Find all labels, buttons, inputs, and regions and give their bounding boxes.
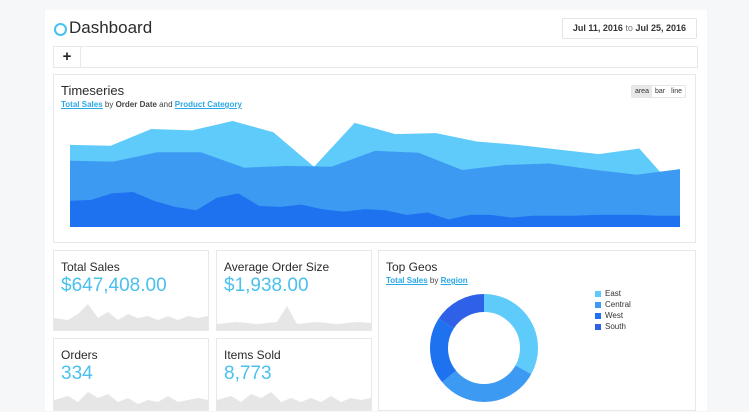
measure-link[interactable]: Total Sales xyxy=(61,100,103,109)
timeseries-subtitle: Total Sales by Order Date and Product Ca… xyxy=(61,100,242,109)
top-geos-subtitle: Total Sales by Region xyxy=(386,276,468,285)
dashboard-header: Dashboard Jul 11, 2016 to Jul 25, 2016 xyxy=(45,10,707,44)
sparkline-area xyxy=(54,304,208,330)
top-geos-title: Top Geos xyxy=(386,260,438,274)
metric-card-items-sold: Items Sold 8,773 xyxy=(216,338,372,411)
top-geos-card: Top Geos Total Sales by Region East Cent… xyxy=(378,250,696,411)
dimension-category-link[interactable]: Product Category xyxy=(174,100,242,109)
sparkline xyxy=(54,392,208,410)
metric-title: Items Sold xyxy=(224,348,281,362)
legend-item-south: South xyxy=(595,321,631,332)
metric-card-orders: Orders 334 xyxy=(53,338,209,411)
sparkline-area xyxy=(217,392,371,410)
sparkline xyxy=(54,304,208,330)
add-widget-button[interactable]: + xyxy=(54,47,81,67)
metric-title: Average Order Size xyxy=(224,260,330,274)
view-bar-button[interactable]: bar xyxy=(654,88,666,95)
timeseries-area-chart xyxy=(70,121,680,227)
toolbar: + xyxy=(53,46,698,68)
date-start: Jul 11, 2016 xyxy=(572,23,623,33)
subtitle-by: by xyxy=(104,100,114,109)
legend-swatch xyxy=(595,312,601,319)
top-geos-legend: East Central West South xyxy=(595,288,631,332)
metric-card-total-sales: Total Sales $647,408.00 xyxy=(53,250,209,331)
date-end: Jul 25, 2016 xyxy=(635,23,686,33)
subtitle-and: and xyxy=(159,100,173,109)
legend-item-west: West xyxy=(595,310,631,321)
dashboard-page: Dashboard Jul 11, 2016 to Jul 25, 2016 +… xyxy=(45,10,707,411)
view-area-button[interactable]: area xyxy=(631,86,652,97)
metric-title: Total Sales xyxy=(61,260,120,274)
sparkline xyxy=(217,392,371,410)
legend-item-east: East xyxy=(595,288,631,299)
donut-slice-west[interactable] xyxy=(430,294,538,402)
legend-label: Central xyxy=(605,300,631,309)
donut-slice-central[interactable] xyxy=(430,294,538,402)
top-geos-donut-chart xyxy=(430,294,538,402)
timeseries-card: Timeseries Total Sales by Order Date and… xyxy=(53,74,696,243)
legend-label: West xyxy=(605,311,624,320)
view-line-button[interactable]: line xyxy=(671,88,682,95)
plus-icon: + xyxy=(62,48,72,65)
date-to-label: to xyxy=(625,23,633,33)
date-range-picker[interactable]: Jul 11, 2016 to Jul 25, 2016 xyxy=(561,18,697,39)
metric-value: $1,938.00 xyxy=(224,275,309,296)
subtitle-by: by xyxy=(429,276,439,285)
geo-measure-link[interactable]: Total Sales xyxy=(386,276,428,285)
metric-value: $647,408.00 xyxy=(61,275,167,296)
sparkline xyxy=(217,306,371,330)
legend-label: South xyxy=(605,322,626,331)
dashboard-logo-icon xyxy=(54,23,67,36)
legend-item-central: Central xyxy=(595,299,631,310)
metric-value: 334 xyxy=(61,363,93,384)
geo-dimension-link[interactable]: Region xyxy=(440,276,468,285)
legend-swatch xyxy=(595,290,601,297)
page-title: Dashboard xyxy=(69,18,153,37)
metric-title: Orders xyxy=(61,348,98,362)
metric-value: 8,773 xyxy=(224,363,272,384)
sparkline-area xyxy=(217,306,371,330)
legend-swatch xyxy=(595,301,601,308)
donut-slice-east[interactable] xyxy=(430,294,538,402)
area-series-1 xyxy=(70,191,680,227)
legend-label: East xyxy=(605,289,622,298)
legend-swatch xyxy=(595,323,601,330)
chart-type-toggle: area bar line xyxy=(630,85,686,98)
dimension-order-date: Order Date xyxy=(115,100,157,109)
timeseries-title: Timeseries xyxy=(61,83,125,98)
sparkline-area xyxy=(54,392,208,410)
metric-card-average-order-size: Average Order Size $1,938.00 xyxy=(216,250,372,331)
